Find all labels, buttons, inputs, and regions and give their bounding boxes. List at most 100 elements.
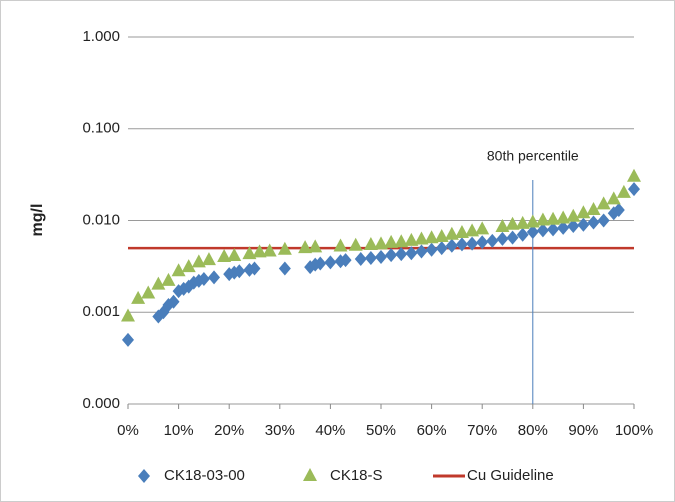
triangle-marker	[525, 214, 540, 228]
triangle-marker	[394, 234, 409, 248]
triangle-marker	[566, 208, 581, 222]
diamond-marker	[526, 224, 539, 239]
diamond-marker	[536, 223, 549, 238]
triangle-marker	[384, 234, 399, 248]
triangle-marker	[414, 231, 429, 245]
diamond-marker	[506, 230, 519, 245]
triangle-marker	[556, 210, 571, 224]
triangle-marker	[606, 191, 621, 205]
diamond-marker	[597, 213, 610, 228]
legend-label: Cu Guideline	[467, 467, 554, 484]
triangle-marker	[262, 243, 277, 257]
triangle-marker	[333, 238, 348, 252]
diamond-marker	[415, 244, 428, 259]
diamond-marker	[547, 222, 560, 237]
y-tick-label: 0.001	[82, 303, 120, 320]
x-tick-label: 70%	[467, 422, 497, 439]
triangle-marker	[596, 196, 611, 210]
y-tick-label: 1.000	[82, 28, 120, 45]
triangle-marker	[616, 184, 631, 198]
x-tick-label: 10%	[164, 422, 194, 439]
diamond-marker	[405, 246, 418, 261]
triangle-marker	[495, 218, 510, 232]
triangle-marker	[298, 240, 313, 254]
triangle-marker	[227, 248, 242, 262]
diamond-marker	[425, 242, 438, 257]
diamond-marker	[557, 220, 570, 235]
triangle-marker	[424, 230, 439, 244]
triangle-marker	[546, 211, 561, 225]
y-tick-label: 0.000	[82, 395, 120, 412]
triangle-marker	[201, 252, 216, 266]
diamond-marker	[354, 252, 367, 267]
triangle-marker	[374, 236, 388, 250]
x-tick-label: 90%	[568, 422, 598, 439]
triangle-marker	[161, 272, 176, 286]
diamond-marker	[233, 264, 246, 279]
x-tick-label: 100%	[615, 422, 653, 439]
triangle-marker	[242, 246, 257, 260]
triangle-marker	[131, 290, 146, 304]
triangle-marker	[217, 249, 232, 263]
x-tick-label: 80%	[518, 422, 548, 439]
x-tick-label: 50%	[366, 422, 396, 439]
legend-label: CK18-03-00	[164, 467, 245, 484]
diamond-marker	[385, 248, 398, 263]
diamond-marker	[122, 332, 134, 347]
triangle-marker	[171, 263, 186, 277]
legend-marker	[303, 468, 317, 481]
diamond-marker	[208, 270, 221, 285]
diamond-marker	[577, 217, 590, 232]
diamond-marker	[628, 182, 640, 197]
x-tick-label: 60%	[417, 422, 447, 439]
triangle-marker	[363, 237, 378, 251]
triangle-marker	[475, 221, 490, 235]
triangle-marker	[252, 244, 267, 258]
triangle-marker	[505, 216, 520, 230]
diamond-marker	[435, 241, 448, 256]
triangle-marker	[515, 215, 530, 229]
triangle-marker	[404, 232, 419, 246]
x-tick-label: 30%	[265, 422, 295, 439]
diamond-marker	[339, 253, 352, 268]
diamond-marker	[278, 261, 291, 276]
diamond-marker	[612, 203, 625, 218]
triangle-marker	[141, 285, 156, 299]
triangle-marker	[121, 308, 135, 322]
annotation: 80th percentile	[487, 148, 579, 164]
diamond-marker	[445, 238, 458, 253]
diamond-marker	[364, 251, 377, 266]
y-tick-label: 0.100	[82, 120, 120, 137]
x-tick-label: 40%	[315, 422, 345, 439]
triangle-marker	[308, 239, 323, 253]
y-tick-label: 0.010	[82, 211, 120, 228]
legend-label: CK18-S	[330, 467, 383, 484]
triangle-marker	[151, 276, 166, 290]
x-tick-label: 20%	[214, 422, 244, 439]
triangle-marker	[535, 212, 550, 226]
triangle-marker	[348, 237, 363, 251]
diamond-marker	[248, 261, 261, 276]
triangle-marker	[627, 168, 641, 182]
triangle-marker	[465, 223, 480, 237]
diamond-marker	[516, 227, 529, 242]
triangle-marker	[444, 226, 459, 240]
triangle-marker	[454, 225, 469, 239]
diamond-marker	[375, 250, 387, 265]
x-tick-label: 0%	[117, 422, 139, 439]
diamond-marker	[395, 247, 408, 262]
triangle-marker	[434, 229, 449, 243]
y-axis-label: mg/l	[29, 204, 46, 237]
triangle-marker	[191, 254, 206, 268]
diamond-marker	[486, 233, 499, 248]
diamond-marker	[455, 237, 468, 252]
diamond-marker	[324, 255, 337, 270]
diamond-marker	[466, 236, 479, 251]
triangle-marker	[586, 202, 601, 216]
diamond-marker	[197, 272, 210, 287]
triangle-marker	[181, 259, 196, 273]
legend-marker	[138, 469, 150, 483]
diamond-marker	[587, 215, 600, 230]
diamond-marker	[167, 294, 180, 309]
